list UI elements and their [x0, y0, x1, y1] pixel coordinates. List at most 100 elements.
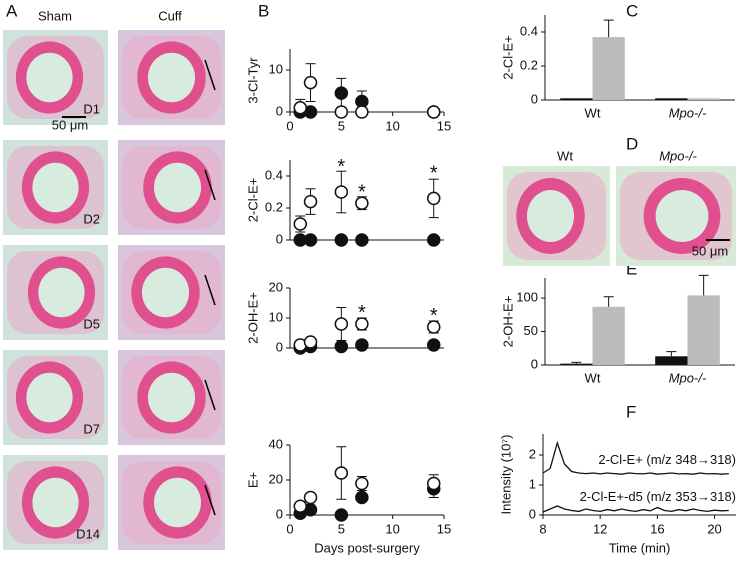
point: [293, 499, 308, 513]
point: [355, 476, 369, 491]
arrow: [204, 169, 216, 201]
point: [334, 105, 349, 119]
y-axis-label: 3-Cl-Tyr: [245, 57, 260, 104]
y-tick-label: 0.4: [265, 167, 283, 182]
point: [303, 75, 318, 90]
vessel-lumen: [526, 190, 575, 242]
y-tick-label: 0.2: [520, 57, 538, 72]
significance: *: [358, 302, 366, 324]
column-label: Mpo-/-: [659, 148, 697, 163]
point: [334, 466, 349, 480]
y-axis-label: 2-Cl-E+: [500, 35, 515, 79]
point: [334, 86, 349, 100]
point: [426, 191, 441, 206]
y-tick-label: 0.4: [520, 23, 538, 38]
y-tick-label: 100: [516, 290, 538, 305]
vessel-lumen: [141, 267, 190, 318]
point: [293, 101, 308, 115]
bar: [655, 356, 688, 365]
y-tick-label: 0: [531, 91, 538, 106]
y-tick-label: 10: [269, 309, 283, 324]
x-tick-label: Wt: [585, 370, 601, 385]
bar: [560, 98, 593, 100]
trace: [542, 505, 729, 513]
point: [355, 317, 369, 331]
bar: [592, 37, 625, 100]
point: [426, 338, 441, 352]
bar: [687, 98, 720, 100]
vessel-lumen: [147, 52, 196, 103]
x-tick-label: 5: [338, 118, 345, 133]
x-tick-label: 10: [385, 118, 399, 133]
panel-label: A: [6, 1, 18, 20]
arrow: [204, 274, 216, 306]
y-tick-label: 0: [276, 339, 283, 354]
day-label: D1: [83, 101, 100, 116]
arrow: [204, 379, 216, 411]
x-tick-label: Wt: [585, 105, 601, 120]
y-axis-label: Intensity (10⁷): [498, 435, 513, 515]
y-axis-label: E+: [245, 472, 260, 488]
x-axis-label: Time (min): [609, 540, 671, 555]
column-label: Cuff: [158, 8, 182, 23]
vessel-lumen: [32, 477, 79, 528]
y-tick-label: 50: [524, 323, 538, 338]
y-axis-label: 2-OH-E+: [500, 296, 515, 348]
point: [426, 105, 441, 119]
y-tick-label: 2: [529, 446, 536, 461]
panel-label: F: [626, 402, 636, 421]
point: [355, 490, 369, 505]
bar: [655, 98, 688, 100]
x-tick-label: 12: [593, 521, 607, 536]
arrow: [204, 59, 216, 91]
point: [355, 196, 369, 210]
day-label: D7: [83, 421, 100, 436]
y-tick-label: 0: [531, 356, 538, 371]
panel-label: C: [626, 1, 638, 20]
point: [334, 508, 349, 522]
y-tick-label: 0: [276, 103, 283, 118]
significance: *: [430, 305, 438, 327]
vessel-lumen: [38, 267, 85, 318]
x-tick-label: 10: [385, 521, 399, 536]
vessel-lumen: [26, 372, 73, 423]
point: [303, 490, 318, 505]
bar: [687, 295, 720, 365]
point: [426, 233, 441, 247]
day-label: D5: [83, 316, 100, 331]
column-label: Wt: [557, 148, 573, 163]
panel-label: B: [258, 1, 269, 20]
x-tick-label: 16: [650, 521, 664, 536]
point: [334, 317, 349, 331]
scale-label: 50 μm: [692, 243, 728, 258]
point: [293, 217, 308, 231]
point: [303, 335, 318, 349]
y-tick-label: 0.2: [265, 199, 283, 214]
arrow: [204, 484, 216, 516]
x-tick-label: 5: [338, 521, 345, 536]
point: [355, 233, 369, 247]
point: [334, 185, 349, 199]
bar: [560, 363, 593, 365]
point: [426, 476, 441, 491]
point: [355, 105, 369, 119]
day-label: D14: [76, 526, 100, 541]
y-axis-label: 2-Cl-E+: [245, 178, 260, 222]
vessel-lumen: [153, 477, 202, 528]
y-tick-label: 1: [529, 476, 536, 491]
x-tick-label: 0: [286, 118, 293, 133]
x-tick-label: 0: [286, 521, 293, 536]
panel-label: D: [626, 134, 638, 153]
x-tick-label: 15: [437, 521, 451, 536]
y-tick-label: 0: [529, 506, 536, 521]
x-tick-label: Mpo-/-: [669, 370, 707, 385]
column-label: Sham: [38, 8, 72, 23]
trace-label: 2-Cl-E+-d5 (m/z 353→318): [580, 489, 736, 504]
x-tick-label: 15: [437, 118, 451, 133]
significance: *: [358, 182, 366, 204]
y-tick-label: 20: [269, 279, 283, 294]
point: [303, 233, 318, 247]
point: [334, 339, 349, 354]
significance: *: [337, 156, 345, 178]
